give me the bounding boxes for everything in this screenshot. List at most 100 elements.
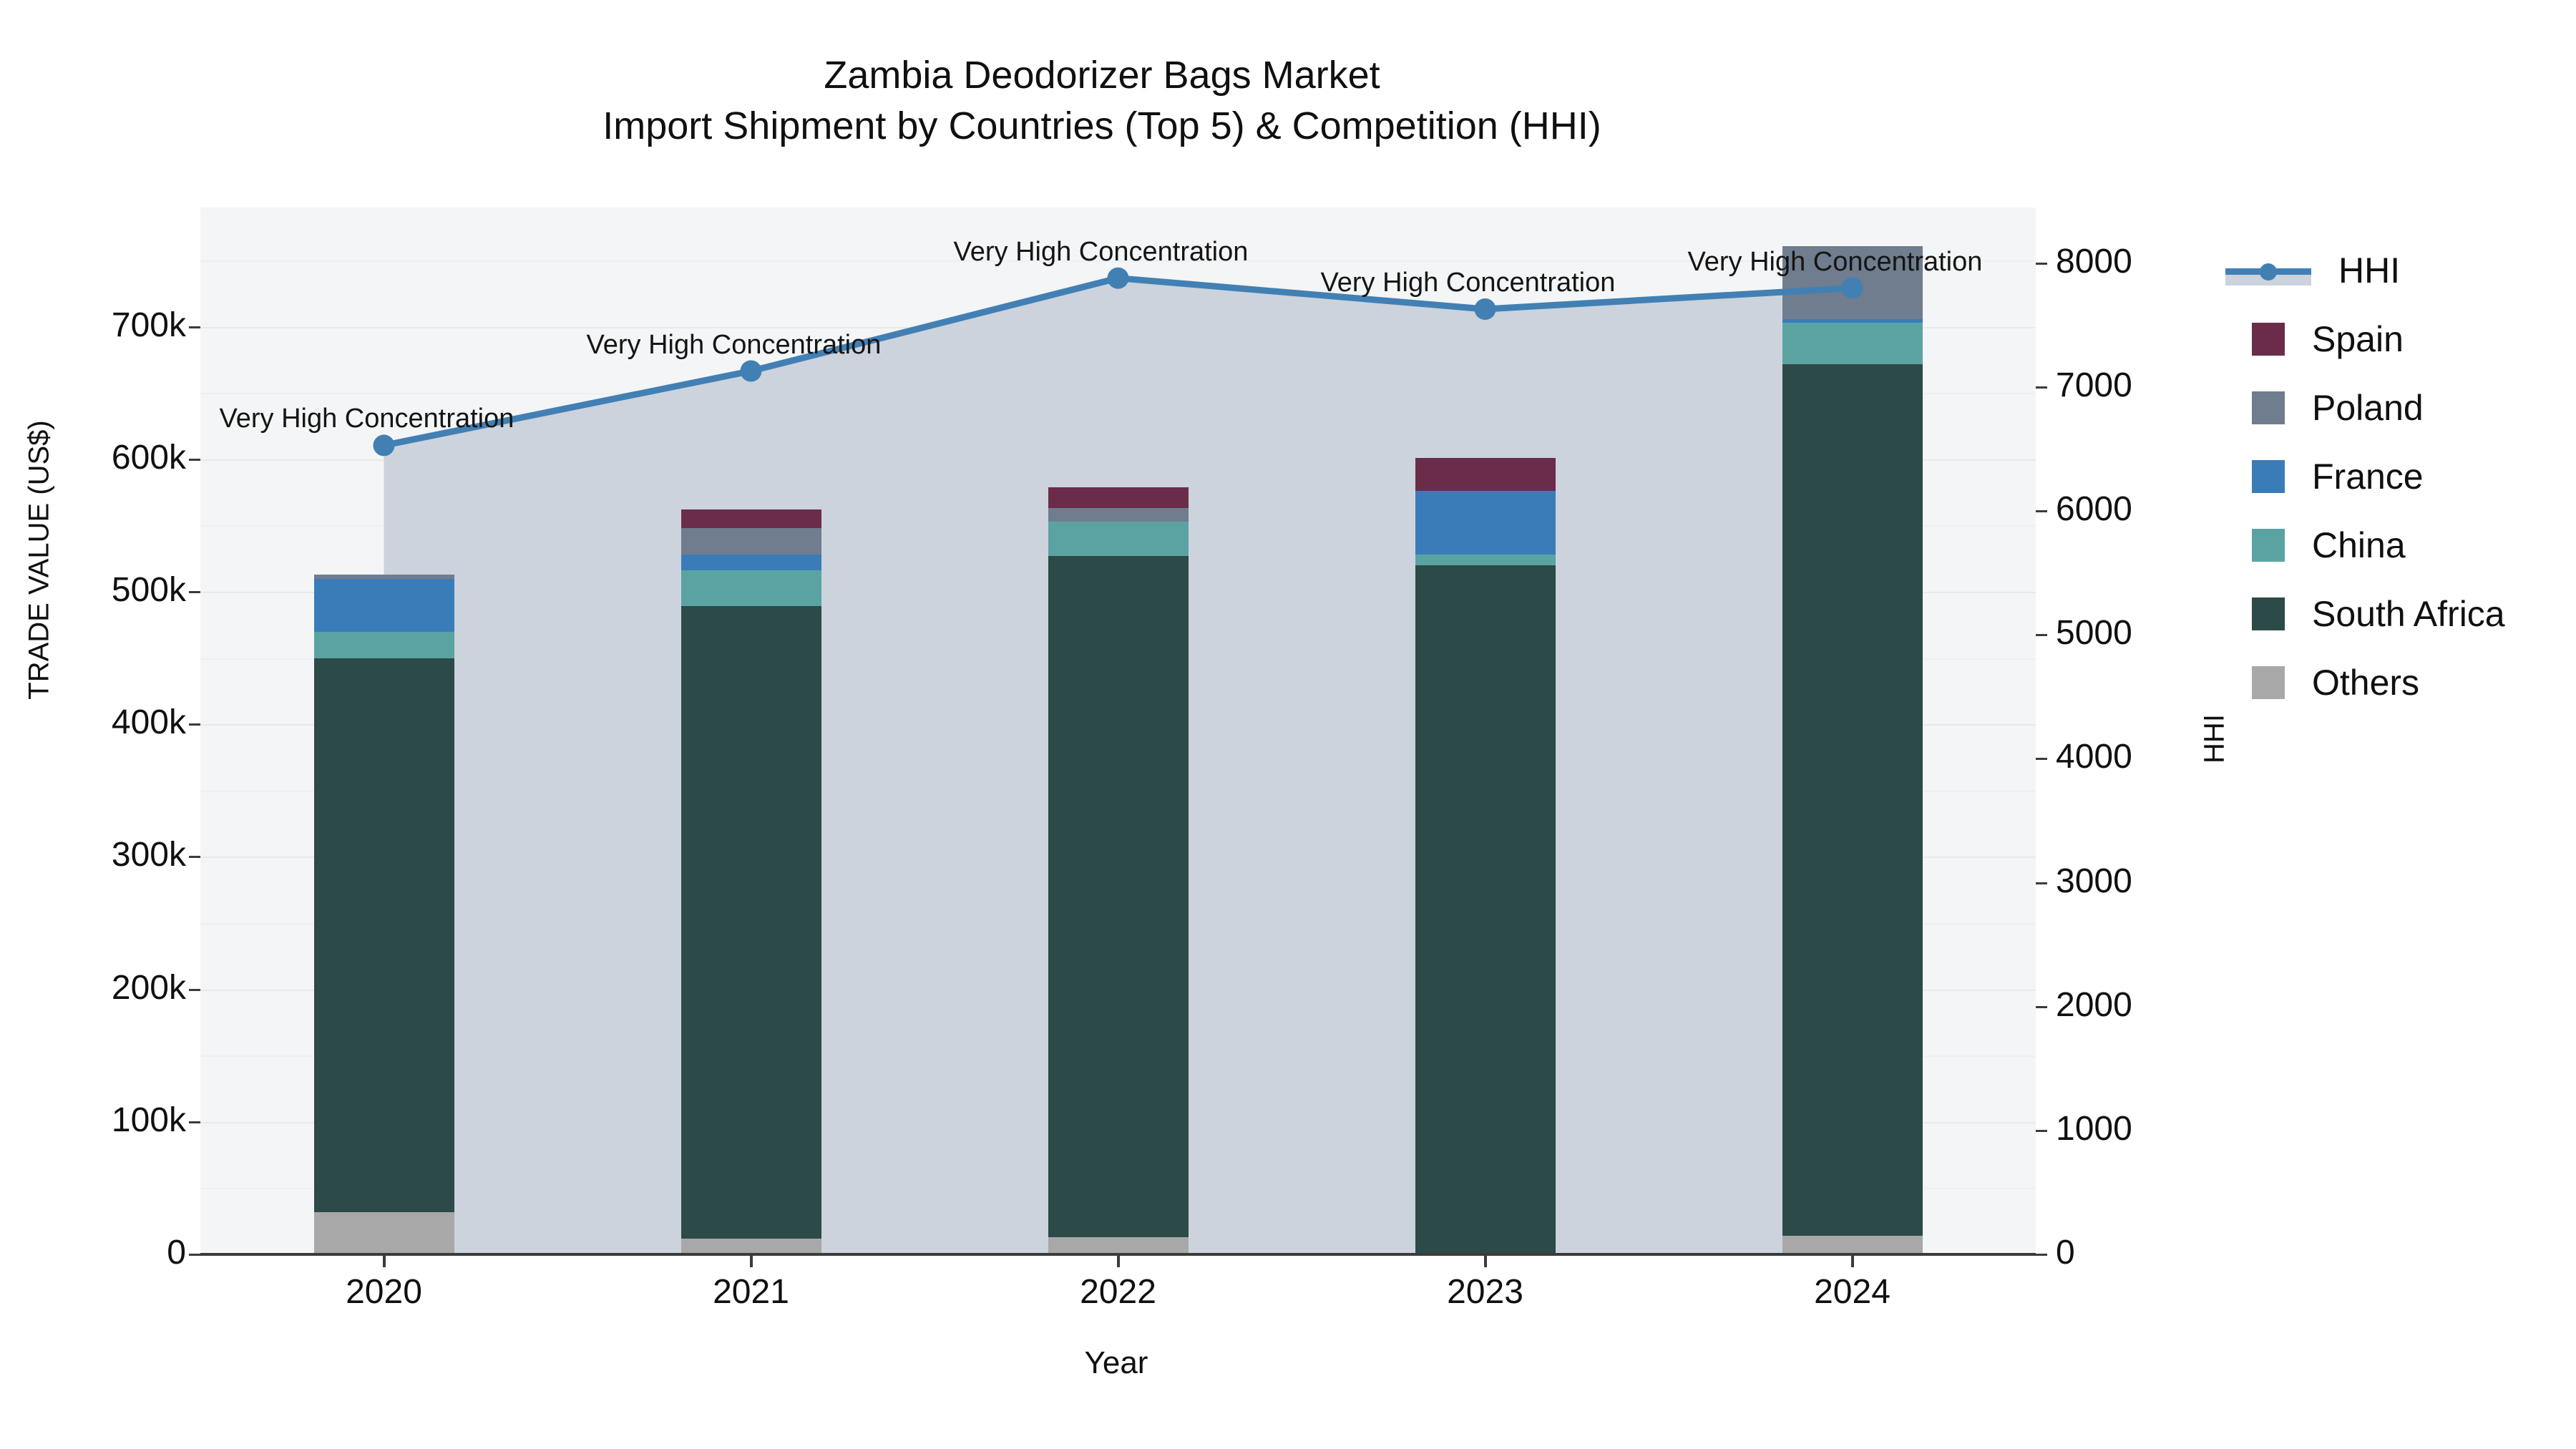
bar-segment-poland[interactable] [1048,508,1189,522]
bar-segment-spain[interactable] [680,509,821,529]
y-right-tick-mark [2036,262,2047,265]
bar-2020[interactable] [313,575,454,1254]
bar-segment-south-africa[interactable] [1415,565,1556,1254]
bar-segment-poland[interactable] [680,528,821,555]
y-right-tick-mark [2036,882,2047,884]
bar-segment-poland[interactable] [313,575,454,579]
bar-segment-spain[interactable] [1048,487,1189,509]
y-left-tick-label: 700k [111,306,186,344]
bar-segment-china[interactable] [313,631,454,658]
chart-legend: HHI Spain Poland France China South Africa Oth… [2225,236,2505,717]
y-right-tick-label: 0 [2056,1234,2075,1272]
y-left-tick-mark [189,723,200,726]
chart-title-line-2: Import Shipment by Countries (Top 5) & C… [602,104,1601,148]
bar-segment-others[interactable] [680,1238,821,1254]
legend-label: France [2312,457,2424,497]
y-axis-left-label: TRADE VALUE (US$) [23,420,55,700]
x-tick-mark [1850,1256,1854,1267]
legend-item-france[interactable]: France [2225,442,2505,511]
bar-segment-france[interactable] [1415,491,1556,555]
annotation-2021: Very High Concentration [586,329,882,360]
bar-segment-others[interactable] [1048,1236,1189,1254]
y-right-tick-mark [2036,1005,2047,1008]
bar-segment-south-africa[interactable] [1048,556,1189,1237]
bar-segment-china[interactable] [680,570,821,607]
y-right-tick-label: 5000 [2056,614,2132,653]
y-left-tick-mark [189,326,200,328]
plot-area [200,208,2036,1254]
hhi-line [373,267,1863,457]
annotation-2024: Very High Concentration [1687,246,1983,277]
chart-title: Zambia Deodorizer Bags Market Import Shi… [0,50,2204,152]
y-left-tick-label: 0 [167,1234,186,1272]
x-tick-mark [1116,1256,1120,1267]
bar-segment-france[interactable] [680,555,821,571]
y-right-tick-label: 1000 [2056,1109,2132,1148]
bar-segment-china[interactable] [1782,323,1923,364]
x-tick-mark [1483,1256,1487,1267]
legend-label: Others [2312,663,2420,703]
y-right-tick-label: 8000 [2056,242,2132,280]
legend-swatch-icon [2252,597,2285,630]
y-left-tick-label: 300k [111,836,186,874]
legend-label: Poland [2312,388,2424,428]
annotation-2023: Very High Concentration [1320,267,1616,298]
x-tick-label-2020: 2020 [346,1273,422,1311]
bar-2022[interactable] [1048,487,1189,1254]
gridline [200,260,2036,263]
bar-segment-china[interactable] [1048,521,1189,557]
legend-label: China [2312,525,2406,565]
legend-label: South Africa [2312,594,2505,634]
y-right-tick-label: 7000 [2056,366,2132,405]
legend-swatch-icon [2252,529,2285,562]
y-right-tick-mark [2036,758,2047,761]
legend-item-south-africa[interactable]: South Africa [2225,580,2505,648]
bar-segment-south-africa[interactable] [313,658,454,1212]
legend-item-poland[interactable]: Poland [2225,374,2505,442]
bar-segment-france[interactable] [1782,318,1923,323]
y-left-tick-label: 500k [111,571,186,610]
legend-item-china[interactable]: China [2225,511,2505,580]
bar-segment-france[interactable] [313,578,454,632]
y-left-tick-label: 100k [111,1101,186,1139]
legend-swatch-icon [2252,666,2285,699]
y-right-tick-mark [2036,1254,2047,1256]
x-tick-mark [749,1256,753,1267]
bar-segment-china[interactable] [1415,555,1556,566]
hhi-marker[interactable] [1474,298,1496,320]
bar-segment-spain[interactable] [1415,458,1556,492]
hhi-line-path [381,275,1855,449]
legend-item-others[interactable]: Others [2225,648,2505,717]
chart-title-line-1: Zambia Deodorizer Bags Market [824,54,1380,97]
bar-segment-others[interactable] [313,1211,454,1254]
x-tick-label-2022: 2022 [1080,1273,1156,1311]
bar-2024[interactable] [1782,245,1923,1254]
x-axis-label: Year [1084,1345,1148,1380]
bar-segment-south-africa[interactable] [1782,364,1923,1236]
hhi-marker[interactable] [1841,277,1863,299]
y-right-tick-mark [2036,1129,2047,1132]
hhi-marker[interactable] [373,434,395,457]
y-right-tick-label: 6000 [2056,490,2132,529]
y-right-tick-label: 3000 [2056,862,2132,900]
y-left-tick-mark [189,856,200,859]
y-left-tick-mark [189,458,200,461]
bar-segment-others[interactable] [1782,1236,1923,1254]
bar-2023[interactable] [1415,458,1556,1254]
bar-2021[interactable] [680,509,821,1254]
y-left-tick-label: 400k [111,703,186,742]
y-right-tick-label: 4000 [2056,738,2132,776]
legend-item-spain[interactable]: Spain [2225,305,2505,374]
y-right-tick-mark [2036,386,2047,389]
x-tick-label-2023: 2023 [1447,1273,1523,1311]
legend-item-hhi[interactable]: HHI [2225,236,2505,305]
y-left-tick-mark [189,591,200,594]
y-right-tick-label: 2000 [2056,985,2132,1024]
legend-label: Spain [2312,319,2404,359]
hhi-marker[interactable] [1107,267,1129,289]
hhi-marker[interactable] [740,360,762,382]
bar-segment-south-africa[interactable] [680,606,821,1239]
y-left-tick-mark [189,988,200,991]
x-axis-line [200,1253,2036,1256]
y-right-tick-mark [2036,634,2047,637]
